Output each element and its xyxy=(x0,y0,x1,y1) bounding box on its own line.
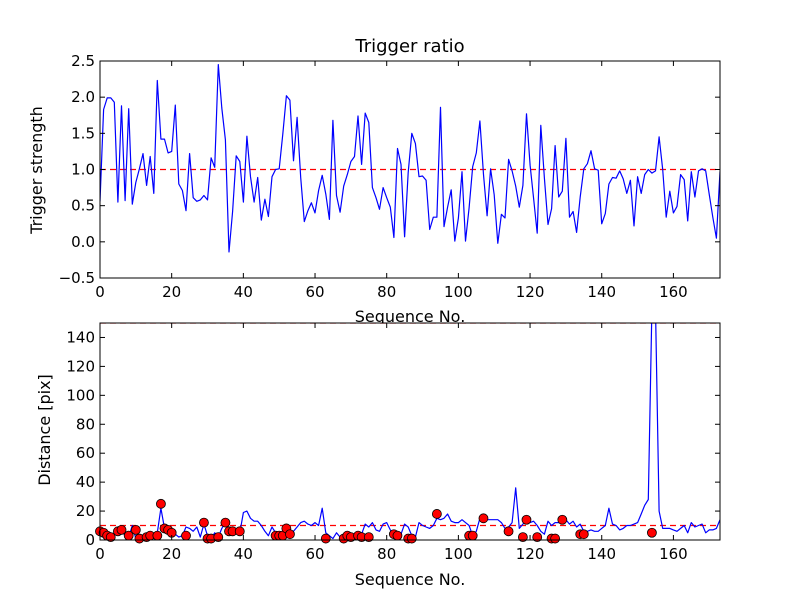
flagged-point xyxy=(431,509,442,519)
x-tick-label: 20 xyxy=(162,545,181,563)
flagged-point xyxy=(234,526,245,537)
y-tick-label: 60 xyxy=(76,444,95,462)
flagged-point xyxy=(478,513,489,524)
x-tick-label: 160 xyxy=(659,283,688,301)
flagged-point xyxy=(285,529,295,540)
flagged-point xyxy=(156,498,166,509)
flagged-point xyxy=(105,532,116,543)
flagged-point xyxy=(220,517,231,528)
y-tick-label: 0 xyxy=(85,531,95,549)
flagged-point xyxy=(181,530,191,541)
flagged-point xyxy=(578,529,589,540)
flagged-point xyxy=(363,532,374,543)
x-tick-label: 60 xyxy=(305,545,324,563)
flagged-point xyxy=(503,526,514,537)
flagged-point xyxy=(532,532,543,543)
x-tick-label: 40 xyxy=(234,545,253,563)
y-tick-label: 40 xyxy=(76,473,95,491)
flagged-point xyxy=(130,524,141,535)
y-tick-label: 1.0 xyxy=(71,161,95,179)
y-tick-label: 20 xyxy=(76,502,95,520)
flagged-point xyxy=(521,514,532,525)
chart-title: Trigger ratio xyxy=(354,36,464,57)
y-tick-label: 1.5 xyxy=(71,124,95,142)
x-tick-label: 20 xyxy=(162,283,181,301)
y-tick-label: 2.5 xyxy=(71,52,95,70)
flagged-point xyxy=(199,517,209,528)
axes-frame xyxy=(99,322,721,541)
flagged-point xyxy=(557,514,568,525)
y-tick-label: 0.0 xyxy=(71,233,95,251)
y-tick-label: 2.0 xyxy=(71,88,95,106)
trigger-ratio-panel: Trigger ratio Sequence No. Trigger stren… xyxy=(27,36,721,326)
flagged-point xyxy=(320,533,331,544)
flagged-point xyxy=(550,533,561,544)
x-tick-label: 100 xyxy=(444,283,473,301)
x-tick-label: 140 xyxy=(587,283,616,301)
series-line xyxy=(100,63,720,253)
y-axis-label-bottom: Distance [pix] xyxy=(35,374,54,486)
x-tick-label: 140 xyxy=(587,545,616,563)
flagged-point xyxy=(213,532,224,543)
y-tick-label: 80 xyxy=(76,415,95,433)
x-tick-label: 80 xyxy=(377,283,396,301)
x-tick-label: 40 xyxy=(234,283,253,301)
distance-panel: Sequence No. Distance [pix] 0 20 40 60 80 100… xyxy=(35,322,721,589)
x-tick-label: 120 xyxy=(516,283,545,301)
y-tick-label: 100 xyxy=(66,386,95,404)
flagged-point xyxy=(647,527,657,538)
flagged-point xyxy=(517,532,528,543)
x-tick-label: 0 xyxy=(95,545,105,563)
x-tick-label: 160 xyxy=(659,545,688,563)
x-tick-label: 120 xyxy=(516,545,545,563)
plot-area xyxy=(100,323,720,540)
x-tick-label: 0 xyxy=(95,283,105,301)
flagged-point xyxy=(467,530,478,541)
y-axis-label-top: Trigger strength xyxy=(27,106,46,235)
flagged-point xyxy=(152,530,163,541)
flagged-point xyxy=(116,524,127,535)
y-tick-label: 0.5 xyxy=(71,197,95,215)
x-tick-label: 60 xyxy=(305,283,324,301)
flagged-point xyxy=(392,530,403,541)
plot-data-layer xyxy=(100,63,720,253)
y-tick-label: −0.5 xyxy=(59,269,95,287)
flagged-point xyxy=(406,533,417,544)
x-axis-label-bottom: Sequence No. xyxy=(355,570,466,589)
x-tick-label: 80 xyxy=(377,545,396,563)
x-tick-label: 100 xyxy=(444,545,473,563)
x-axis-label-top: Sequence No. xyxy=(355,307,466,326)
y-tick-label: 140 xyxy=(66,328,95,346)
y-tick-label: 120 xyxy=(66,357,95,375)
